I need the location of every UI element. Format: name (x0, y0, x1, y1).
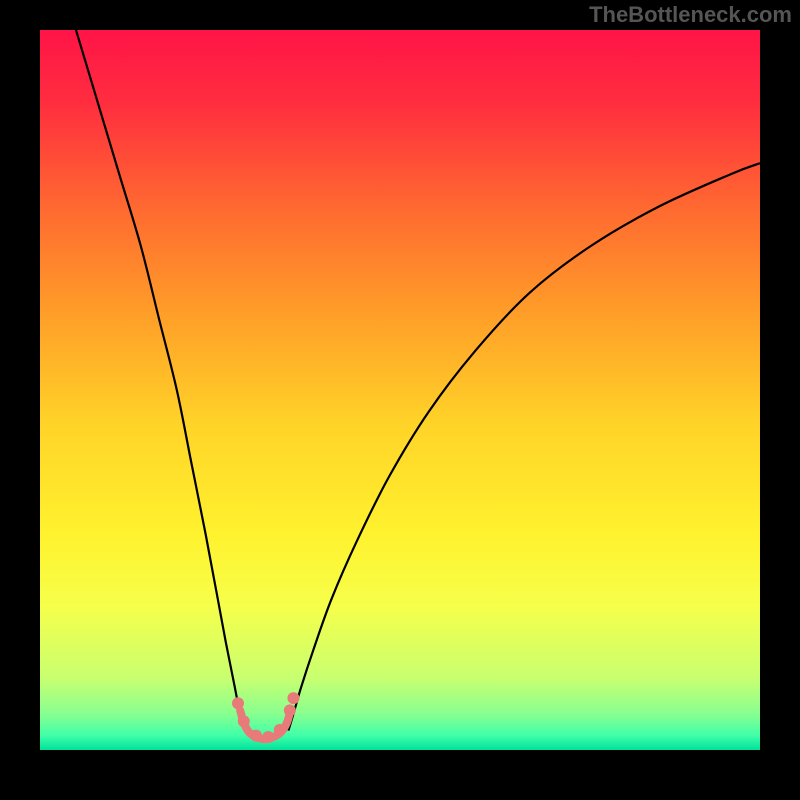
curve-right-arm (288, 163, 760, 730)
chart-container: TheBottleneck.com (0, 0, 800, 800)
curve-left-arm (76, 30, 245, 731)
curve-layer (40, 30, 760, 750)
bottom-dot (232, 697, 244, 709)
plot-area (40, 30, 760, 750)
bottom-dot (287, 692, 299, 704)
bottom-dot (250, 730, 262, 742)
bottom-dot (274, 724, 286, 736)
bottom-dot (284, 704, 296, 716)
bottom-dot (262, 731, 274, 743)
bottom-dot (238, 715, 250, 727)
watermark-text: TheBottleneck.com (589, 2, 792, 28)
